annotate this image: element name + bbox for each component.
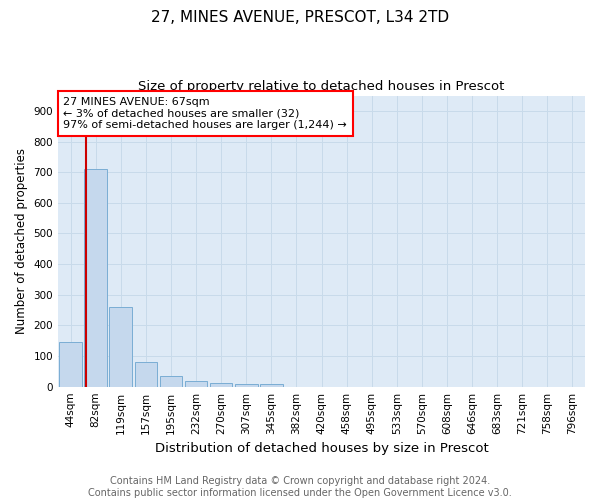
Text: Contains HM Land Registry data © Crown copyright and database right 2024.
Contai: Contains HM Land Registry data © Crown c… — [88, 476, 512, 498]
Bar — [59, 342, 82, 386]
X-axis label: Distribution of detached houses by size in Prescot: Distribution of detached houses by size … — [155, 442, 488, 455]
Bar — [134, 362, 157, 386]
Text: 27 MINES AVENUE: 67sqm
← 3% of detached houses are smaller (32)
97% of semi-deta: 27 MINES AVENUE: 67sqm ← 3% of detached … — [64, 97, 347, 130]
Text: 27, MINES AVENUE, PRESCOT, L34 2TD: 27, MINES AVENUE, PRESCOT, L34 2TD — [151, 10, 449, 25]
Bar — [109, 307, 132, 386]
Bar — [85, 169, 107, 386]
Bar — [260, 384, 283, 386]
Bar — [185, 380, 208, 386]
Bar — [160, 376, 182, 386]
Y-axis label: Number of detached properties: Number of detached properties — [15, 148, 28, 334]
Bar — [235, 384, 257, 386]
Title: Size of property relative to detached houses in Prescot: Size of property relative to detached ho… — [139, 80, 505, 93]
Bar — [210, 383, 232, 386]
